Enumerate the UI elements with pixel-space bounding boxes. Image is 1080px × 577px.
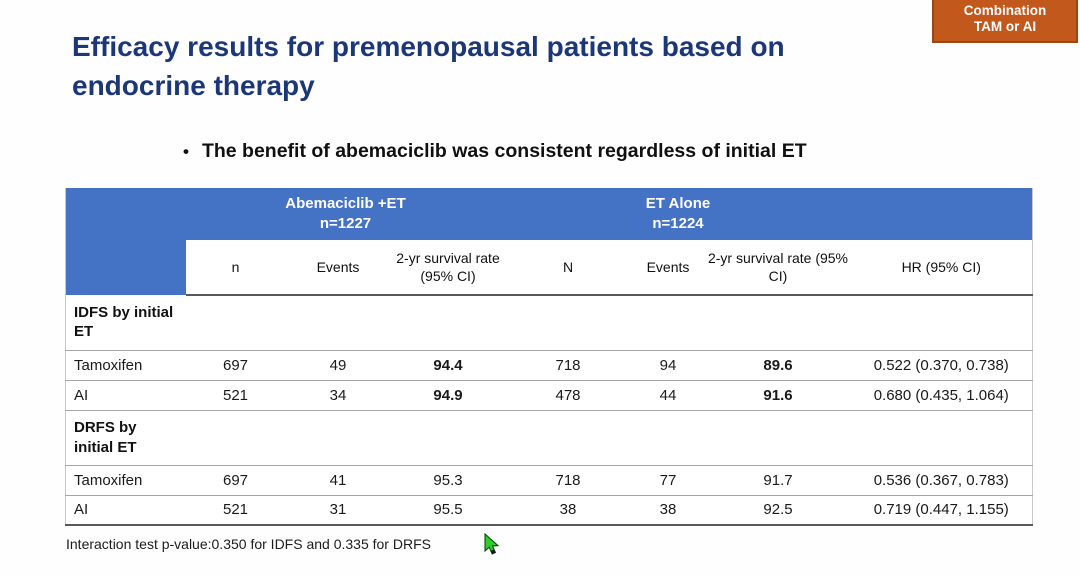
table-row-idfs-ai: AI 521 34 94.9 478 44 91.6 0.680 (0.435,…: [65, 380, 1033, 411]
section-title: IDFS by initial ET: [65, 295, 186, 351]
bullet-point: • The benefit of abemaciclib was consist…: [183, 140, 807, 163]
group-label: Abemaciclib +ET: [285, 194, 406, 212]
table-corner-cell: [65, 188, 186, 295]
cell-rate: 94.4: [390, 350, 506, 381]
group-label: ET Alone: [645, 194, 711, 212]
cell-events: 49: [285, 350, 391, 381]
table-row-idfs-tamoxifen: Tamoxifen 697 49 94.4 718 94 89.6 0.522 …: [65, 350, 1033, 381]
col-header-N: N: [505, 240, 631, 296]
col-header-n: n: [185, 240, 286, 296]
cell-rate: 95.3: [390, 465, 506, 496]
efficacy-table: Abemaciclib +ET n=1227 ET Alone n=1224 n…: [65, 188, 1033, 526]
group-header-abemaciclib: Abemaciclib +ET n=1227: [185, 188, 506, 240]
cell-rate: 94.9: [390, 380, 506, 411]
mouse-cursor-icon: [482, 532, 502, 562]
section-title: DRFS by initial ET: [65, 410, 186, 466]
cell-hr: 0.680 (0.435, 1.064): [850, 380, 1033, 411]
cell-row-label: AI: [65, 495, 186, 526]
group-n: n=1227: [319, 215, 372, 232]
cell-row-label: Tamoxifen: [65, 350, 186, 381]
cell-N: 718: [505, 350, 631, 381]
slide-title: Efficacy results for premenopausal patie…: [72, 31, 785, 101]
cell-hr: 0.536 (0.367, 0.783): [850, 465, 1033, 496]
cell-hr: 0.719 (0.447, 1.155): [850, 495, 1033, 526]
section-empty-cells: [185, 410, 1033, 466]
cell-events: 34: [285, 380, 391, 411]
badge-line-2: TAM or AI: [973, 19, 1037, 35]
interaction-test-footnote: Interaction test p-value:0.350 for IDFS …: [66, 536, 431, 552]
cell-N: 718: [505, 465, 631, 496]
col-header-events: Events: [285, 240, 391, 296]
table-column-header-row: n Events 2-yr survival rate (95% CI) N E…: [66, 240, 1033, 296]
slide-corner-badge: Combination TAM or AI: [932, 0, 1078, 43]
cell-events: 41: [285, 465, 391, 496]
cell-n: 697: [185, 465, 286, 496]
table-group-header-row: Abemaciclib +ET n=1227 ET Alone n=1224: [65, 188, 1033, 295]
cell-rate2: 89.6: [705, 350, 851, 381]
cell-rate: 95.5: [390, 495, 506, 526]
section-row-drfs: DRFS by initial ET: [65, 410, 1033, 466]
cell-rate2: 92.5: [705, 495, 851, 526]
badge-line-1: Combination: [963, 3, 1047, 18]
cell-events: 31: [285, 495, 391, 526]
bullet-marker-icon: •: [183, 142, 189, 161]
cell-N: 478: [505, 380, 631, 411]
cell-rate2: 91.6: [705, 380, 851, 411]
cell-events2: 38: [630, 495, 706, 526]
cell-row-label: Tamoxifen: [65, 465, 186, 496]
col-header-rate-et: 2-yr survival rate (95% CI): [705, 240, 851, 296]
cell-events2: 77: [630, 465, 706, 496]
cell-n: 697: [185, 350, 286, 381]
cell-row-label: AI: [65, 380, 186, 411]
group-n: n=1224: [652, 215, 704, 232]
cell-n: 521: [185, 495, 286, 526]
table-row-drfs-ai: AI 521 31 95.5 38 38 92.5 0.719 (0.447, …: [65, 495, 1033, 526]
cell-hr: 0.522 (0.370, 0.738): [850, 350, 1033, 381]
section-empty-cells: [185, 295, 1033, 351]
table-row-drfs-tamoxifen: Tamoxifen 697 41 95.3 718 77 91.7 0.536 …: [65, 465, 1033, 496]
bullet-text: The benefit of abemaciclib was consisten…: [201, 140, 807, 162]
section-row-idfs: IDFS by initial ET: [65, 295, 1033, 351]
col-header-events-et: Events: [630, 240, 706, 296]
cell-N: 38: [505, 495, 631, 526]
col-header-hr: HR (95% CI): [850, 240, 1033, 296]
group-header-hr-spacer: [850, 188, 1033, 240]
col-header-rate-abema: 2-yr survival rate (95% CI): [390, 240, 506, 296]
cell-n: 521: [185, 380, 286, 411]
cell-events2: 44: [630, 380, 706, 411]
cell-events2: 94: [630, 350, 706, 381]
group-header-et-alone: ET Alone n=1224: [505, 188, 851, 240]
cell-rate2: 91.7: [705, 465, 851, 496]
